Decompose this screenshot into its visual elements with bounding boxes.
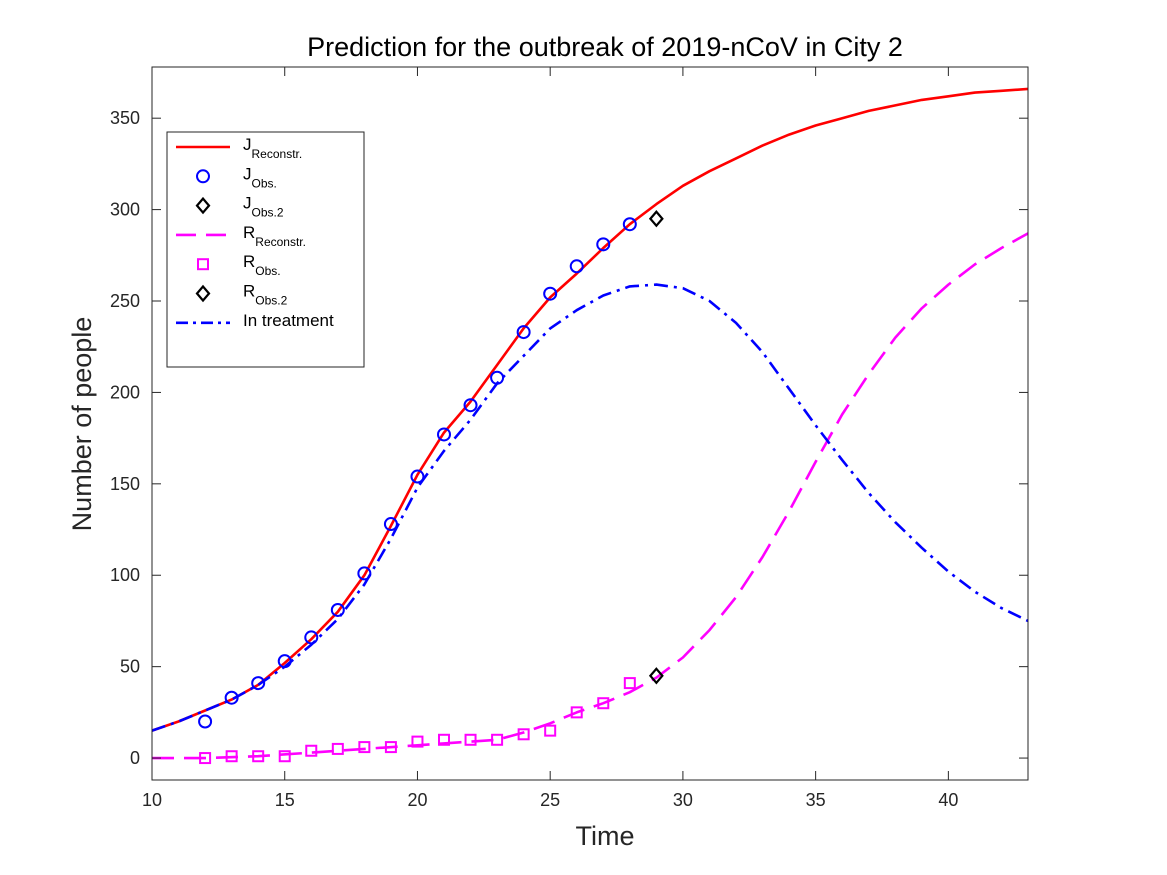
series-r-obs-point <box>331 742 344 755</box>
x-tick-label: 25 <box>540 790 560 810</box>
legend-label-r-obs: RObs. <box>243 252 281 278</box>
series-r-obs-point <box>623 677 636 690</box>
x-tick-label: 10 <box>142 790 162 810</box>
series-j-obs-point <box>516 325 531 340</box>
legend-swatch-j-obs <box>196 169 210 184</box>
x-tick-label: 40 <box>938 790 958 810</box>
series-r-obs-point <box>570 706 583 719</box>
series-j-obs-point <box>490 370 505 385</box>
axis-ticks: 10 15 20 25 30 35 40 0 50 100 150 200 250 300 350 <box>110 67 1028 810</box>
y-axis-label: Number of people <box>67 317 97 532</box>
series-r-obs-point <box>358 741 371 754</box>
axes-box <box>151 66 1029 781</box>
series-j-obs-point <box>543 286 558 301</box>
series-j-obs-point <box>463 398 478 413</box>
legend-label-j-obs2: JObs.2 <box>243 194 284 220</box>
y-tick-label: 100 <box>110 565 140 585</box>
series-r-obs-point <box>278 750 291 763</box>
series-in-treatment-line <box>152 283 1028 732</box>
series-r-obs-point <box>252 750 265 763</box>
y-tick-label: 200 <box>110 382 140 402</box>
legend-label-j-reconstr: JReconstr. <box>243 135 302 161</box>
series-layer <box>152 87 1028 765</box>
series-j-obs-point <box>304 630 319 645</box>
series-r-obs-point <box>517 728 530 741</box>
legend-swatch-r-obs <box>197 258 209 271</box>
series-r-reconstr-line <box>152 232 1028 760</box>
y-tick-label: 250 <box>110 291 140 311</box>
series-j-obs-point <box>410 469 425 484</box>
series-r-obs-point <box>597 697 610 710</box>
series-r-obs-point <box>438 733 450 746</box>
series-r-obs-point <box>199 752 212 765</box>
series-j-obs-point <box>330 602 345 617</box>
y-tick-label: 150 <box>110 474 140 494</box>
series-r-obs-point <box>464 733 477 746</box>
legend-swatch-j-obs2 <box>195 196 211 215</box>
series-j-obs-point <box>224 690 239 705</box>
y-tick-label: 350 <box>110 108 140 128</box>
series-j-reconstr-line <box>152 87 1028 732</box>
y-tick-label: 0 <box>130 748 140 768</box>
legend-label-r-obs2: RObs.2 <box>243 282 288 308</box>
series-j-obs-point <box>277 654 292 669</box>
x-axis-label: Time <box>576 821 635 851</box>
series-r-obs-point <box>225 750 238 763</box>
x-tick-label: 15 <box>275 790 295 810</box>
legend-label-r-reconstr: RReconstr. <box>243 223 306 249</box>
x-tick-label: 30 <box>673 790 693 810</box>
x-tick-label: 20 <box>407 790 427 810</box>
series-j-obs-point <box>596 237 611 252</box>
series-j-obs-point <box>437 427 451 442</box>
series-r-obs-point <box>305 744 318 757</box>
series-r-obs-point <box>411 735 424 748</box>
series-j-obs-point <box>251 676 266 691</box>
legend-label-in-treatment: In treatment <box>243 311 334 330</box>
axes-frame <box>151 66 1029 781</box>
series-r-obs2-point <box>648 667 664 685</box>
y-tick-label: 50 <box>120 657 140 677</box>
legend: JReconstr. JObs. JObs.2 RReconstr. RObs. RObs… <box>166 131 365 368</box>
series-j-obs-point <box>198 714 213 729</box>
series-r-obs-point <box>544 724 557 737</box>
series-j-obs-point <box>357 566 372 581</box>
x-tick-label: 35 <box>806 790 826 810</box>
series-j-obs-point <box>622 217 637 232</box>
legend-box <box>166 131 365 368</box>
series-j-obs-point <box>383 517 398 532</box>
series-j-obs-point <box>569 259 584 274</box>
y-tick-label: 300 <box>110 200 140 220</box>
legend-label-j-obs: JObs. <box>243 164 277 190</box>
legend-swatch-r-obs2 <box>195 284 211 303</box>
chart-title: Prediction for the outbreak of 2019-nCoV… <box>307 32 903 62</box>
series-r-obs-point <box>384 741 397 754</box>
series-r-obs-point <box>491 733 504 746</box>
series-j-obs2-point <box>648 210 664 228</box>
